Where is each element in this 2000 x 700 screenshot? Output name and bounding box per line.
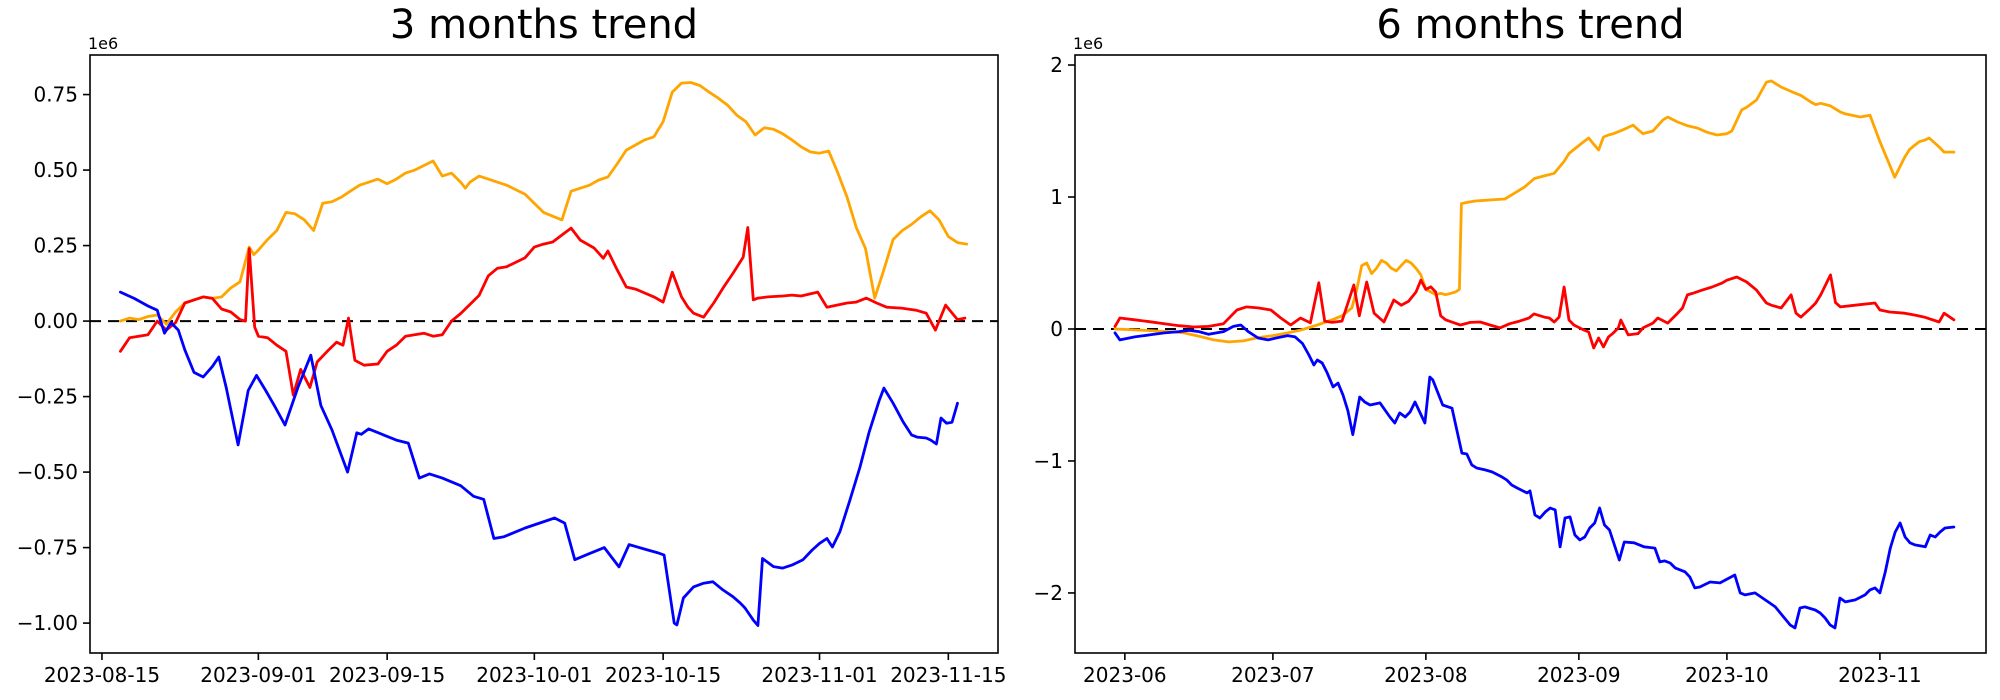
- x-tick-label: 2023-10-15: [605, 663, 721, 687]
- y-tick-label: 0.75: [33, 83, 78, 107]
- series-line-orange: [119, 81, 969, 326]
- series-line-blue: [1113, 323, 1956, 630]
- y-tick-label: −2: [1034, 581, 1063, 605]
- x-tick-label: 2023-11: [1838, 663, 1922, 687]
- chart-title-3-months: 3 months trend: [389, 2, 699, 48]
- y-tick-label: 2: [1050, 53, 1063, 77]
- x-tick-label: 2023-06: [1083, 663, 1167, 687]
- y-axis-scale-label-right: 1e6: [1073, 34, 1104, 53]
- series-line-orange: [1113, 79, 1956, 344]
- x-tick-label: 2023-09: [1537, 663, 1621, 687]
- y-tick-label: −0.25: [17, 385, 78, 409]
- y-tick-label: −1.00: [17, 611, 78, 635]
- axes-spines: [89, 54, 999, 654]
- y-axis-scale-label-left: 1e6: [88, 34, 119, 53]
- y-tick-label: 0: [1050, 317, 1063, 341]
- y-tick-label: 0.00: [33, 309, 78, 333]
- axes-spines: [1074, 54, 1987, 654]
- series-line-red: [1113, 273, 1956, 350]
- y-tick-label: −0.75: [17, 536, 78, 560]
- x-tick-label: 2023-08: [1384, 663, 1468, 687]
- series-line-blue: [119, 290, 959, 627]
- y-tick-label: 0.25: [33, 234, 78, 258]
- x-tick-label: 2023-11-01: [761, 663, 877, 687]
- x-tick-label: 2023-10-01: [476, 663, 592, 687]
- y-tick-label: 1: [1050, 185, 1063, 209]
- x-tick-label: 2023-09-15: [329, 663, 445, 687]
- x-tick-label: 2023-09-01: [200, 663, 316, 687]
- y-tick-label: −0.50: [17, 460, 78, 484]
- x-tick-label: 2023-07: [1231, 663, 1315, 687]
- x-tick-label: 2023-08-15: [44, 663, 160, 687]
- y-tick-label: −1: [1034, 449, 1063, 473]
- y-tick-label: 0.50: [33, 158, 78, 182]
- x-tick-label: 2023-11-15: [890, 663, 1006, 687]
- chart-title-6-months: 6 months trend: [1376, 2, 1685, 48]
- x-tick-label: 2023-10: [1685, 663, 1769, 687]
- series-line-red: [119, 226, 967, 397]
